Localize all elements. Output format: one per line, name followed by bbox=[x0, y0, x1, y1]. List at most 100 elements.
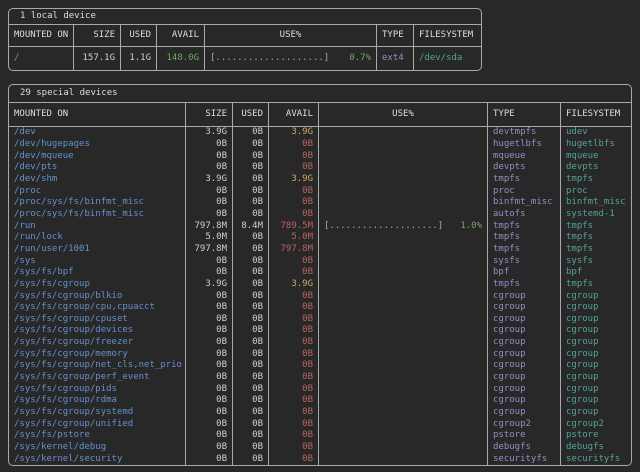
size-cell: 0B bbox=[186, 325, 233, 337]
usage-bar-cell: [....................]0.7% bbox=[205, 47, 377, 70]
usage-bar-cell bbox=[319, 267, 488, 279]
type-cell: tmpfs bbox=[488, 244, 561, 256]
type-cell: securityfs bbox=[488, 453, 561, 465]
size-cell: 0B bbox=[186, 337, 233, 349]
filesystem-cell: cgroup bbox=[561, 360, 631, 372]
mount-point-cell: / bbox=[9, 47, 74, 70]
usage-bar-cell bbox=[319, 185, 488, 197]
mount-point-cell: /sys/kernel/security bbox=[9, 453, 186, 465]
mount-point-cell: /run bbox=[9, 220, 186, 232]
avail-cell: 0B bbox=[269, 348, 319, 360]
mount-point-cell: /sys/fs/cgroup/rdma bbox=[9, 395, 186, 407]
usage-bar-cell bbox=[319, 372, 488, 384]
usage-bar-cell bbox=[319, 197, 488, 209]
usage-bar-cell bbox=[319, 174, 488, 186]
used-cell: 0B bbox=[233, 209, 269, 221]
size-cell: 0B bbox=[186, 197, 233, 209]
type-cell: cgroup bbox=[488, 395, 561, 407]
filesystem-cell: hugetlbfs bbox=[561, 139, 631, 151]
mount-point-cell: /sys/fs/cgroup bbox=[9, 279, 186, 291]
used-cell: 8.4M bbox=[233, 220, 269, 232]
filesystem-cell: pstore bbox=[561, 430, 631, 442]
size-cell: 0B bbox=[186, 302, 233, 314]
filesystem-cell: /dev/sda bbox=[414, 47, 481, 70]
mount-point-cell: /sys/fs/cgroup/cpu,cpuacct bbox=[9, 302, 186, 314]
mount-point-cell: /sys/fs/cgroup/freezer bbox=[9, 337, 186, 349]
filesystem-cell: debugfs bbox=[561, 442, 631, 454]
size-cell: 5.0M bbox=[186, 232, 233, 244]
filesystem-cell: bpf bbox=[561, 267, 631, 279]
size-cell: 0B bbox=[186, 407, 233, 419]
size-cell: 0B bbox=[186, 267, 233, 279]
filesystem-cell: sysfs bbox=[561, 255, 631, 267]
filesystem-cell: binfmt_misc bbox=[561, 197, 631, 209]
used-cell: 1.1G bbox=[121, 47, 157, 70]
filesystem-cell: tmpfs bbox=[561, 244, 631, 256]
size-cell: 0B bbox=[186, 348, 233, 360]
size-cell: 0B bbox=[186, 290, 233, 302]
size-cell: 157.1G bbox=[74, 47, 121, 70]
size-cell: 0B bbox=[186, 314, 233, 326]
filesystem-cell: cgroup bbox=[561, 348, 631, 360]
type-cell: binfmt_misc bbox=[488, 197, 561, 209]
type-cell: devpts bbox=[488, 162, 561, 174]
type-cell: cgroup bbox=[488, 407, 561, 419]
type-cell: tmpfs bbox=[488, 279, 561, 291]
avail-cell: 0B bbox=[269, 139, 319, 151]
type-cell: bpf bbox=[488, 267, 561, 279]
size-cell: 0B bbox=[186, 418, 233, 430]
size-cell: 0B bbox=[186, 150, 233, 162]
usage-bar-cell bbox=[319, 407, 488, 419]
size-cell: 0B bbox=[186, 372, 233, 384]
column-header-type: TYPE bbox=[377, 25, 414, 47]
usage-bar-cell bbox=[319, 255, 488, 267]
usage-bar-cell bbox=[319, 150, 488, 162]
avail-cell: 0B bbox=[269, 185, 319, 197]
usage-percent: 0.7% bbox=[349, 54, 371, 63]
column-header-size: SIZE bbox=[186, 103, 233, 127]
usage-bar-cell: [....................]1.0% bbox=[319, 220, 488, 232]
filesystem-cell: cgroup bbox=[561, 325, 631, 337]
usage-bar-cell bbox=[319, 290, 488, 302]
used-cell: 0B bbox=[233, 325, 269, 337]
avail-cell: 0B bbox=[269, 314, 319, 326]
terminal-screen: { "colors": { "background": "#282828", "… bbox=[0, 0, 640, 472]
filesystem-cell: cgroup bbox=[561, 383, 631, 395]
filesystem-cell: proc bbox=[561, 185, 631, 197]
filesystem-cell: cgroup bbox=[561, 395, 631, 407]
used-cell: 0B bbox=[233, 395, 269, 407]
used-cell: 0B bbox=[233, 348, 269, 360]
type-cell: cgroup bbox=[488, 325, 561, 337]
type-cell: cgroup bbox=[488, 290, 561, 302]
avail-cell: 0B bbox=[269, 325, 319, 337]
filesystem-cell: cgroup bbox=[561, 407, 631, 419]
avail-cell: 0B bbox=[269, 197, 319, 209]
column-header-type: TYPE bbox=[488, 103, 561, 127]
usage-bar-cell bbox=[319, 442, 488, 454]
mount-point-cell: /run/lock bbox=[9, 232, 186, 244]
mount-point-cell: /sys/fs/cgroup/systemd bbox=[9, 407, 186, 419]
type-cell: cgroup bbox=[488, 337, 561, 349]
column-header-used: USED bbox=[233, 103, 269, 127]
mount-point-cell: /sys/fs/cgroup/devices bbox=[9, 325, 186, 337]
special-devices-table-title: 29 special devices bbox=[9, 85, 631, 103]
used-cell: 0B bbox=[233, 372, 269, 384]
type-cell: mqueue bbox=[488, 150, 561, 162]
size-cell: 0B bbox=[186, 139, 233, 151]
filesystem-cell: tmpfs bbox=[561, 232, 631, 244]
filesystem-cell: udev bbox=[561, 127, 631, 139]
usage-bar-cell bbox=[319, 430, 488, 442]
avail-cell: 3.9G bbox=[269, 279, 319, 291]
usage-bar-cell bbox=[319, 302, 488, 314]
avail-cell: 0B bbox=[269, 383, 319, 395]
avail-cell: 0B bbox=[269, 255, 319, 267]
usage-bar: [....................] bbox=[324, 222, 443, 231]
mount-point-cell: /dev bbox=[9, 127, 186, 139]
avail-cell: 0B bbox=[269, 372, 319, 384]
usage-bar-cell bbox=[319, 244, 488, 256]
special-devices-grid: MOUNTED ONSIZEUSEDAVAILUSE%TYPEFILESYSTE… bbox=[9, 103, 631, 465]
type-cell: cgroup bbox=[488, 348, 561, 360]
usage-bar-cell bbox=[319, 127, 488, 139]
type-cell: pstore bbox=[488, 430, 561, 442]
used-cell: 0B bbox=[233, 150, 269, 162]
